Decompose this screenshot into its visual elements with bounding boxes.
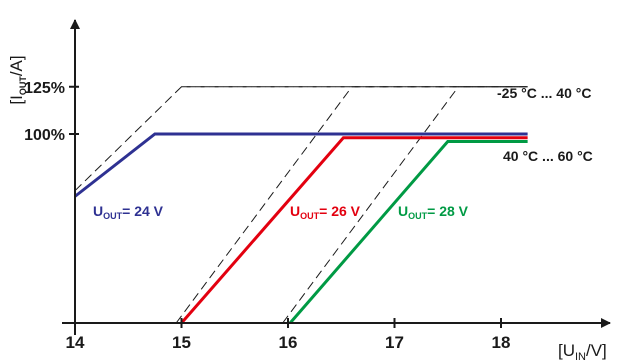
y-ticks: 125% 100% xyxy=(24,80,79,144)
derating-envelopes xyxy=(74,86,528,324)
series-line-2 xyxy=(288,140,528,324)
x-tick-label: 17 xyxy=(385,333,404,352)
derating-envelope-2 xyxy=(282,86,528,324)
series-label-26v: UOUT= 26 V xyxy=(290,203,361,221)
x-tick-label: 18 xyxy=(492,333,511,352)
series-lines xyxy=(74,132,528,324)
x-tick-label: 15 xyxy=(172,333,191,352)
series-label-28v: UOUT= 28 V xyxy=(398,203,469,221)
series-line-0 xyxy=(74,132,528,198)
series-label-24v: UOUT= 24 V xyxy=(93,203,164,221)
range-label-high: -25 °C ... 40 °C xyxy=(497,85,591,101)
y-tick-label: 125% xyxy=(24,80,65,97)
range-label-low: 40 °C ... 60 °C xyxy=(503,148,593,164)
derating-envelope-1 xyxy=(175,86,528,324)
x-tick-label: 16 xyxy=(279,333,298,352)
x-tick-label: 14 xyxy=(66,333,85,352)
y-axis-title: [IOUT/A] xyxy=(7,55,28,104)
x-ticks: 14 15 16 17 18 xyxy=(66,318,511,352)
x-axis-title: [UIN/V] xyxy=(558,341,607,362)
series-line-1 xyxy=(180,136,528,324)
y-tick-label: 100% xyxy=(24,127,65,144)
